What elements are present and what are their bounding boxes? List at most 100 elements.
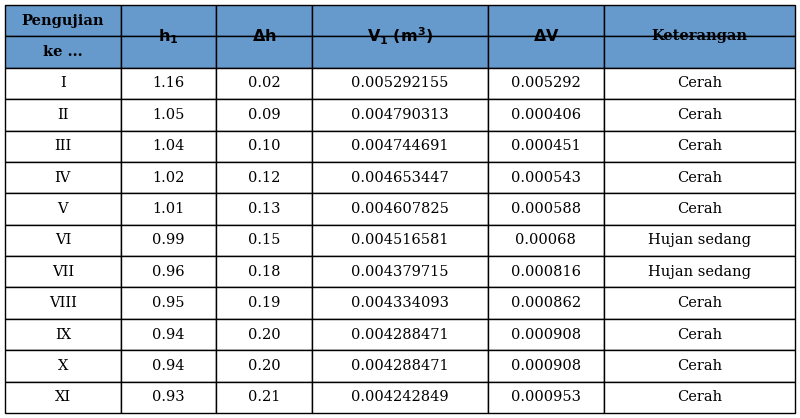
Text: 0.93: 0.93 [152, 390, 185, 404]
Text: 0.004379715: 0.004379715 [351, 265, 449, 279]
Text: Cerah: Cerah [677, 390, 722, 404]
Text: 0.004242849: 0.004242849 [351, 390, 449, 404]
Text: 0.004334093: 0.004334093 [351, 296, 449, 310]
Text: 0.004744691: 0.004744691 [351, 139, 449, 153]
Bar [121, 288, 216, 319]
Bar [312, 225, 488, 256]
Bar [312, 382, 488, 413]
Bar [604, 382, 795, 413]
Bar [604, 130, 795, 162]
Text: 0.004653447: 0.004653447 [351, 171, 449, 185]
Text: 0.004288471: 0.004288471 [351, 359, 449, 373]
Text: IV: IV [54, 171, 71, 185]
Text: Cerah: Cerah [677, 108, 722, 122]
Bar [121, 68, 216, 99]
Bar [488, 382, 604, 413]
Text: 0.000908: 0.000908 [511, 359, 581, 373]
Text: 0.000862: 0.000862 [511, 296, 581, 310]
Bar [121, 193, 216, 225]
Text: 0.02: 0.02 [248, 76, 281, 90]
Text: VII: VII [52, 265, 74, 279]
Bar [488, 5, 604, 36]
Text: 0.18: 0.18 [248, 265, 280, 279]
Text: 0.005292: 0.005292 [511, 76, 581, 90]
Bar [488, 68, 604, 99]
Bar [216, 130, 312, 162]
Bar [5, 193, 121, 225]
Bar [216, 99, 312, 130]
Text: I: I [60, 76, 66, 90]
Text: Cerah: Cerah [677, 296, 722, 310]
Bar [121, 130, 216, 162]
Text: 1.02: 1.02 [152, 171, 185, 185]
Bar [604, 162, 795, 193]
Bar [5, 130, 121, 162]
Text: 0.004516581: 0.004516581 [351, 233, 449, 247]
Text: Cerah: Cerah [677, 139, 722, 153]
Text: X: X [58, 359, 68, 373]
Text: 0.000588: 0.000588 [511, 202, 581, 216]
Bar [121, 225, 216, 256]
Text: $\mathbf{\Delta h}$: $\mathbf{\Delta h}$ [252, 28, 277, 44]
Text: $\mathbf{\Delta V}$: $\mathbf{\Delta V}$ [533, 28, 559, 44]
Bar [312, 162, 488, 193]
Bar [488, 319, 604, 350]
Bar [488, 99, 604, 130]
Text: VIII: VIII [49, 296, 77, 310]
Bar [604, 319, 795, 350]
Bar [604, 36, 795, 68]
Bar [5, 68, 121, 99]
Bar [312, 36, 488, 68]
Text: 0.21: 0.21 [248, 390, 280, 404]
Bar [121, 382, 216, 413]
Bar [312, 5, 488, 36]
Bar [121, 162, 216, 193]
Bar [604, 99, 795, 130]
Bar [5, 5, 121, 36]
Bar [312, 99, 488, 130]
Bar [216, 193, 312, 225]
Text: 0.96: 0.96 [152, 265, 185, 279]
Text: IX: IX [55, 328, 71, 342]
Text: Cerah: Cerah [677, 328, 722, 342]
Bar [5, 36, 121, 68]
Bar [488, 350, 604, 382]
Bar [5, 225, 121, 256]
Bar [121, 256, 216, 288]
Text: 0.95: 0.95 [152, 296, 185, 310]
Bar [488, 193, 604, 225]
Bar [121, 350, 216, 382]
Bar [5, 319, 121, 350]
Bar [488, 225, 604, 256]
Bar [216, 288, 312, 319]
Bar [216, 162, 312, 193]
Bar [488, 130, 604, 162]
Text: Hujan sedang: Hujan sedang [648, 233, 751, 247]
Bar [488, 256, 604, 288]
Text: 0.00068: 0.00068 [515, 233, 576, 247]
Bar [121, 36, 216, 68]
Bar [5, 350, 121, 382]
Text: 0.004288471: 0.004288471 [351, 328, 449, 342]
Text: 1.01: 1.01 [153, 202, 185, 216]
Text: V: V [58, 202, 68, 216]
Text: 0.20: 0.20 [248, 359, 281, 373]
Text: 0.000953: 0.000953 [511, 390, 581, 404]
Bar [604, 5, 795, 36]
Bar [312, 193, 488, 225]
Text: 0.13: 0.13 [248, 202, 280, 216]
Text: III: III [54, 139, 71, 153]
Bar [5, 288, 121, 319]
Bar [604, 225, 795, 256]
Bar [216, 68, 312, 99]
Text: VI: VI [54, 233, 71, 247]
Bar [604, 350, 795, 382]
Bar [121, 99, 216, 130]
Bar [216, 225, 312, 256]
Text: $\mathbf{h_1}$: $\mathbf{h_1}$ [158, 27, 179, 46]
Bar [216, 256, 312, 288]
Bar [5, 99, 121, 130]
Bar [488, 162, 604, 193]
Text: Cerah: Cerah [677, 76, 722, 90]
Text: 0.000543: 0.000543 [511, 171, 581, 185]
